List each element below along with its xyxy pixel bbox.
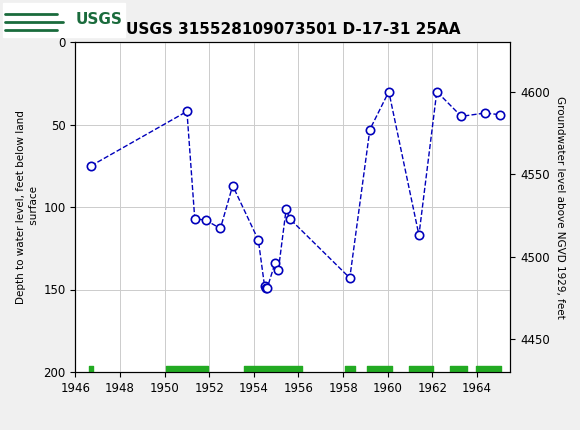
Y-axis label: Groundwater level above NGVD 1929, feet: Groundwater level above NGVD 1929, feet [556, 95, 566, 319]
Text: USGS: USGS [75, 12, 122, 28]
Bar [3, 3, 125, 37]
Title: USGS 315528109073501 D-17-31 25AA: USGS 315528109073501 D-17-31 25AA [126, 22, 460, 37]
Y-axis label: Depth to water level, feet below land
 surface: Depth to water level, feet below land su… [16, 110, 39, 304]
